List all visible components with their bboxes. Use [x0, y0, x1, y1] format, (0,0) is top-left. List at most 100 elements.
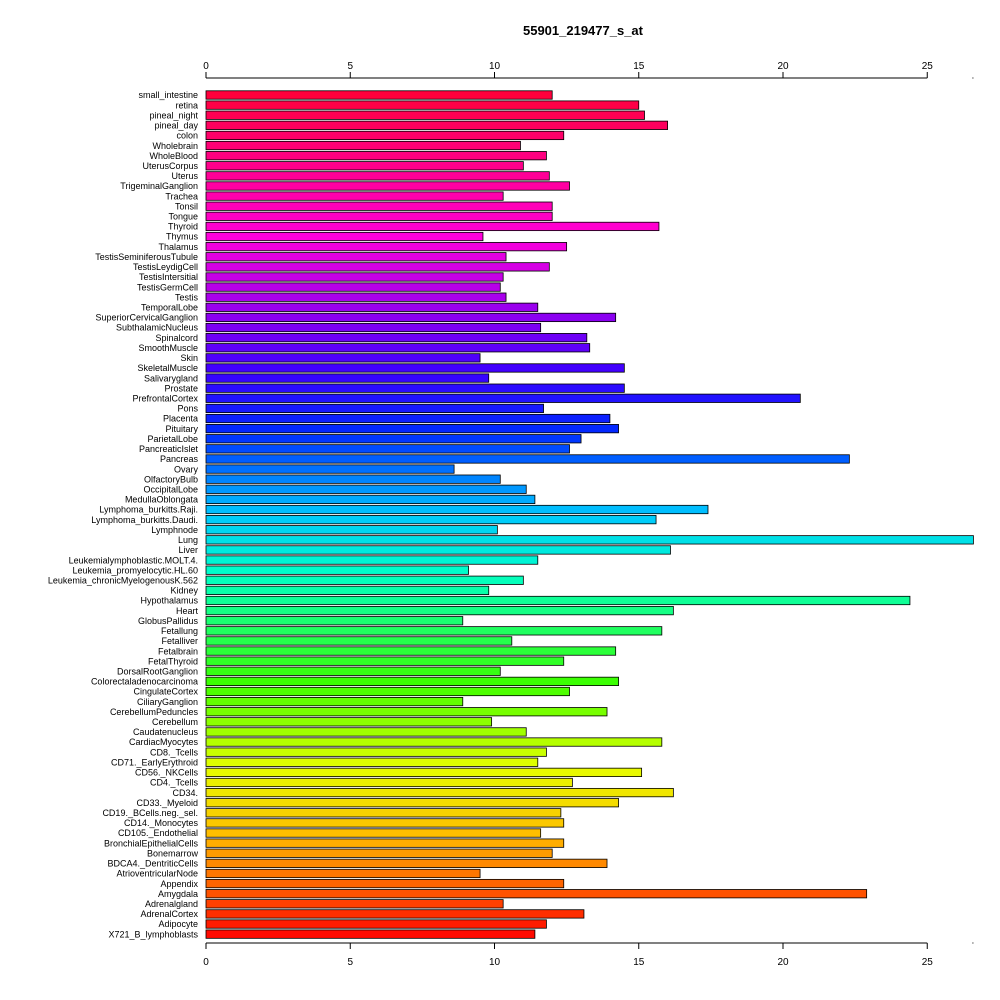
category-label: Leukemia_chronicMyelogenousK.562 [48, 575, 198, 585]
bar [205, 110, 645, 120]
bar [205, 697, 464, 707]
bar [205, 120, 669, 130]
category-label: SmoothMuscle [138, 343, 198, 353]
bar [205, 838, 565, 848]
bar [205, 312, 617, 323]
bar [205, 130, 565, 141]
bar [205, 191, 504, 201]
category-label: Lymphnode [151, 525, 198, 535]
category-label: Lymphoma_burkitts.Daudi. [91, 515, 198, 525]
bar [205, 757, 539, 767]
bar [205, 666, 501, 676]
bar [205, 393, 801, 403]
bar [205, 140, 521, 151]
category-label: Thymus [166, 232, 199, 242]
category-label: MedullaOblongata [125, 495, 198, 505]
bar [205, 494, 536, 505]
category-label: Adrenalgland [145, 899, 198, 909]
bar [205, 90, 553, 100]
category-label: TestisSeminiferousTubule [95, 252, 198, 262]
bar [205, 151, 547, 161]
bar [205, 848, 553, 858]
category-label: Appendix [160, 879, 198, 889]
category-label: colon [176, 131, 198, 141]
bar [205, 646, 617, 656]
tick-label: 0 [203, 957, 209, 968]
category-label: Liver [178, 545, 198, 555]
bar [205, 767, 643, 777]
bar [205, 777, 573, 788]
category-label: FetalThyroid [148, 656, 198, 666]
category-label: UterusCorpus [142, 161, 198, 171]
category-label: CD19._BCells.neg._sel. [102, 808, 198, 818]
bar [205, 616, 464, 626]
category-label: OccipitalLobe [143, 484, 198, 494]
category-label: SkeletalMuscle [137, 363, 198, 373]
category-label: OlfactoryBulb [144, 474, 198, 484]
category-label: Wholebrain [152, 141, 198, 151]
bar [205, 707, 608, 717]
category-labels: small_intestineretinapineal_nightpineal_… [48, 90, 199, 939]
bar [205, 858, 608, 868]
tick-label: 15 [633, 61, 645, 72]
tick-label: 15 [633, 957, 645, 968]
category-label: BDCA4._DentriticCells [107, 859, 198, 869]
bar [205, 242, 568, 252]
tick-label: 20 [777, 957, 789, 968]
category-label: SubthalamicNucleus [116, 323, 199, 333]
bar [205, 464, 455, 474]
bar [205, 909, 585, 919]
bar [205, 545, 671, 555]
x-axis-bottom: 0 5 10 15 20 25 [203, 942, 974, 968]
category-label: CD105._Endothelial [118, 828, 198, 838]
bar [205, 322, 542, 333]
x-axis-top: 0 5 10 15 20 25 [203, 61, 974, 79]
bar [205, 899, 504, 909]
category-label: Adipocyte [158, 919, 198, 929]
bar [205, 818, 565, 828]
chart-title: 55901_219477_s_at [523, 23, 644, 38]
category-label: TrigeminalGanglion [120, 181, 198, 191]
bar [205, 434, 582, 444]
bar [205, 343, 591, 353]
bar [205, 333, 588, 343]
category-label: CingulateCortex [133, 687, 198, 697]
tick-label: 5 [347, 61, 353, 72]
bar [205, 221, 660, 232]
bar [205, 201, 553, 211]
bar [205, 737, 663, 747]
category-label: CD14._Monocytes [124, 818, 199, 828]
category-label: PancreaticIslet [139, 444, 199, 454]
bar [205, 606, 674, 616]
bar [205, 403, 544, 414]
bar [205, 373, 490, 383]
bar [205, 575, 524, 585]
bar [205, 454, 850, 464]
bar [205, 353, 481, 363]
category-label: GlobusPallidus [138, 616, 199, 626]
category-label: Caudatenucleus [133, 727, 199, 737]
bar [205, 656, 565, 666]
category-label: Kidney [170, 586, 198, 596]
category-label: Fetalbrain [158, 646, 198, 656]
bar [205, 211, 553, 221]
category-label: CardiacMyocytes [129, 737, 199, 747]
bar [205, 525, 498, 535]
category-label: retina [175, 100, 198, 110]
bar [205, 161, 524, 171]
category-label: CD34. [172, 788, 198, 798]
bar [205, 363, 625, 373]
category-label: TestisLeydigCell [133, 262, 198, 272]
category-label: Testis [175, 292, 199, 302]
bar [205, 383, 625, 393]
bar [205, 636, 513, 646]
category-label: Heart [176, 606, 199, 616]
bar [205, 252, 507, 262]
category-label: AtrioventricularNode [116, 869, 198, 879]
bar [205, 504, 709, 515]
category-label: Pancreas [160, 454, 199, 464]
category-label: CD8._Tcells [150, 747, 199, 757]
category-label: pineal_day [154, 121, 198, 131]
category-label: ParietalLobe [147, 434, 198, 444]
tick-label: 25 [922, 957, 934, 968]
